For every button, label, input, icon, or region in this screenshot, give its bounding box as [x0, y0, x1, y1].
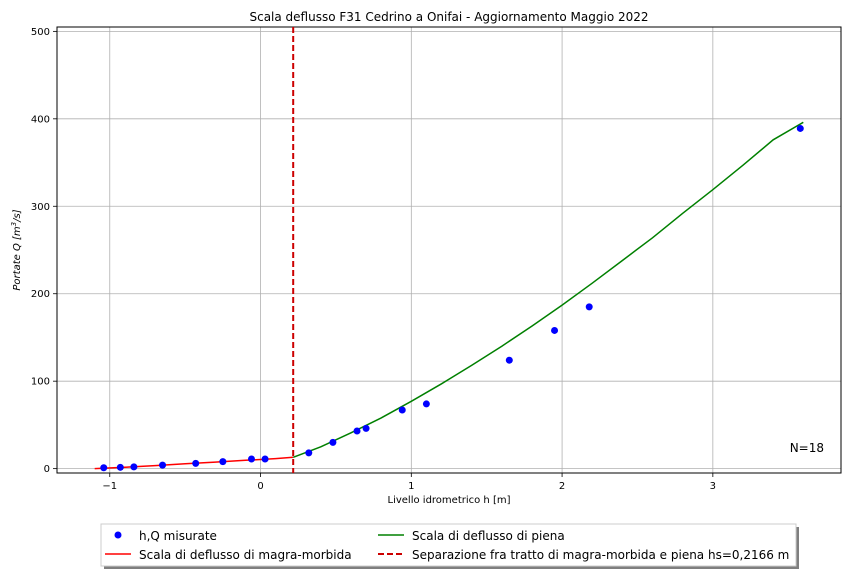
flood-rating-curve [292, 121, 804, 459]
measured-point [796, 124, 804, 132]
measured-point [130, 463, 138, 471]
legend-label-low-flow: Scala di deflusso di magra-morbida [139, 548, 352, 562]
measured-point [219, 458, 227, 466]
y-tick-label: 200 [31, 289, 50, 300]
measured-point [261, 455, 269, 463]
grid [57, 27, 841, 473]
low-flow-rating-curve [94, 456, 294, 470]
x-tick-label: 1 [408, 481, 414, 492]
measured-point [100, 464, 108, 472]
legend-box [100, 523, 797, 567]
series-layer [94, 27, 804, 473]
y-tick-label: 0 [44, 464, 50, 475]
x-axis-label: Livello idrometrico h [m] [388, 495, 511, 506]
measured-point [585, 303, 593, 311]
x-tick-label: 0 [257, 481, 263, 492]
legend-label-flood: Scala di deflusso di piena [412, 529, 565, 543]
measured-point [505, 356, 513, 364]
x-axis: −1 0 1 2 3 [102, 473, 716, 492]
y-axis-label-end: /s] [12, 209, 23, 223]
y-tick-label: 400 [31, 114, 50, 125]
legend-marker-measured [114, 531, 122, 539]
measured-point [305, 449, 313, 457]
measured-point [353, 427, 361, 435]
y-tick-label: 100 [31, 377, 50, 388]
plot-frame [56, 26, 842, 474]
y-tick-label: 500 [31, 27, 50, 38]
measured-point [422, 400, 430, 408]
sample-count-annotation: N=18 [790, 441, 824, 455]
legend-label-measured: h,Q misurate [139, 529, 217, 543]
measured-point [192, 459, 200, 467]
x-tick-label: 3 [710, 481, 716, 492]
x-tick-label: 2 [559, 481, 565, 492]
chart-title: Scala deflusso F31 Cedrino a Onifai - Ag… [249, 10, 648, 24]
measured-point [362, 424, 370, 432]
measured-point [159, 461, 167, 469]
measured-point [116, 463, 124, 471]
measured-point [551, 326, 559, 334]
measured-point [398, 406, 406, 414]
y-axis-label-sup: 3 [10, 222, 18, 226]
y-tick-label: 300 [31, 202, 50, 213]
legend-label-separation: Separazione fra tratto di magra-morbida … [412, 548, 789, 562]
measured-point [329, 438, 337, 446]
x-tick-label: −1 [102, 481, 117, 492]
legend: h,Q misurate Scala di deflusso di magra-… [100, 523, 799, 569]
y-axis-label: Portate Q [m3/s] [10, 209, 23, 290]
measured-point [247, 455, 255, 463]
y-axis-label-main: Portate Q [m [12, 226, 23, 291]
y-axis: 0 100 200 300 400 500 [31, 27, 57, 475]
